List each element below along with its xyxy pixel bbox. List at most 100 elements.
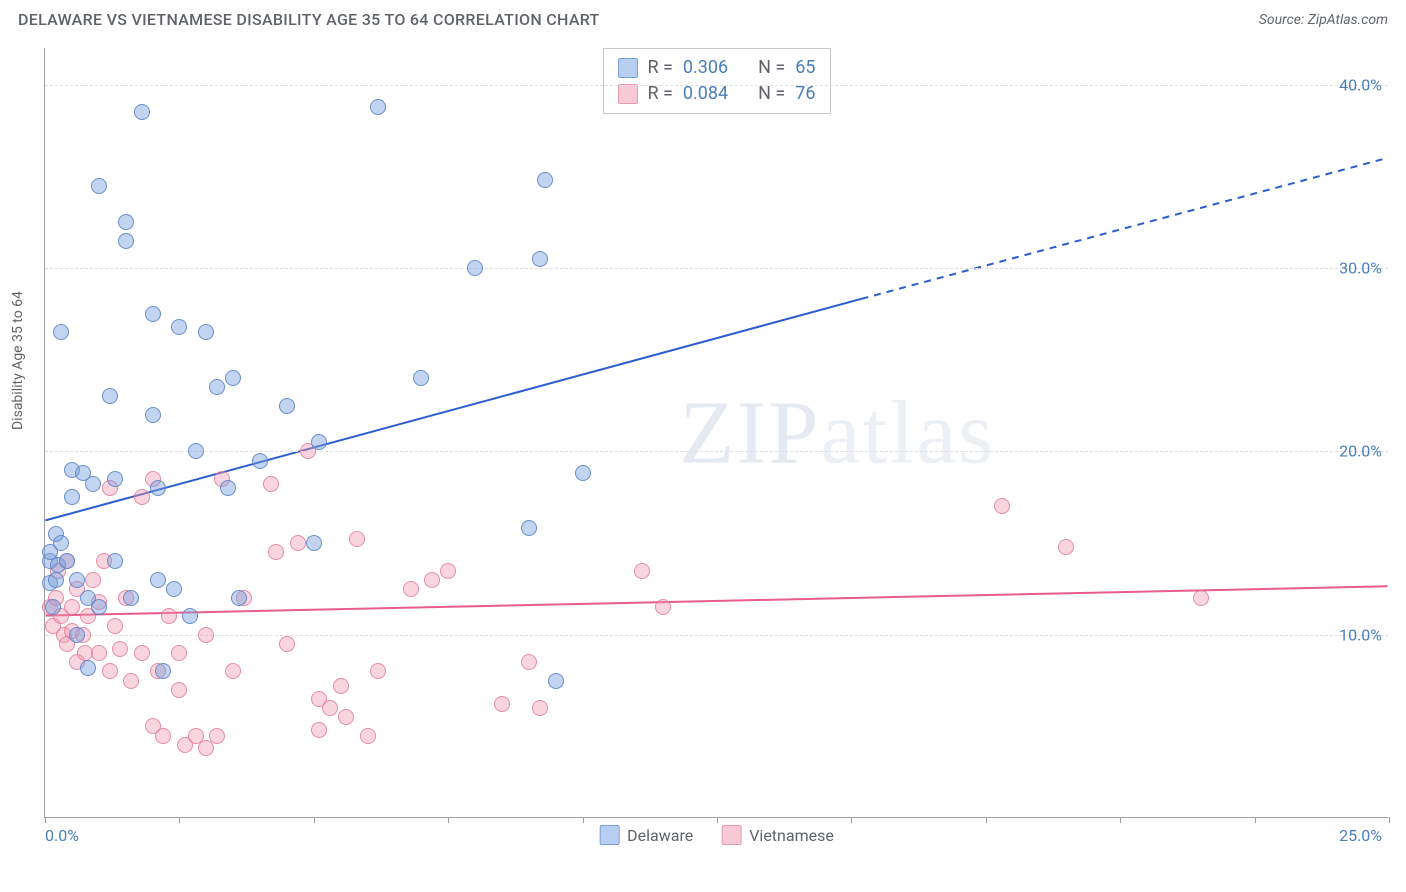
data-point	[537, 172, 553, 188]
x-tick	[1255, 817, 1256, 823]
y-tick-label: 20.0%	[1339, 442, 1382, 461]
data-point	[150, 480, 166, 496]
data-point	[532, 700, 548, 716]
data-point	[311, 722, 327, 738]
plot-area: ZIPatlas R =0.306 N =65 R =0.084 N =76 D…	[44, 48, 1388, 818]
x-tick	[179, 817, 180, 823]
x-tick	[986, 817, 987, 823]
data-point	[467, 260, 483, 276]
x-tick-label-min: 0.0%	[45, 826, 79, 845]
data-point	[123, 590, 139, 606]
data-point	[171, 682, 187, 698]
data-point	[85, 572, 101, 588]
data-point	[252, 453, 268, 469]
data-point	[209, 379, 225, 395]
data-point	[45, 599, 61, 615]
data-point	[64, 489, 80, 505]
data-point	[198, 740, 214, 756]
data-point	[118, 233, 134, 249]
data-point	[279, 636, 295, 652]
data-point	[424, 572, 440, 588]
data-point	[494, 696, 510, 712]
x-tick	[448, 817, 449, 823]
data-point	[1193, 590, 1209, 606]
data-point	[59, 553, 75, 569]
y-tick-label: 30.0%	[1339, 259, 1382, 278]
x-tick	[314, 817, 315, 823]
data-point	[225, 370, 241, 386]
data-point	[311, 434, 327, 450]
data-point	[171, 645, 187, 661]
data-point	[198, 324, 214, 340]
data-point	[403, 581, 419, 597]
trend-lines	[45, 48, 1388, 817]
y-tick-label: 10.0%	[1339, 625, 1382, 644]
x-tick	[1389, 817, 1390, 823]
data-point	[91, 178, 107, 194]
data-point	[220, 480, 236, 496]
y-tick-label: 40.0%	[1339, 75, 1382, 94]
gridline	[45, 85, 1388, 86]
data-point	[994, 498, 1010, 514]
data-point	[268, 544, 284, 560]
data-point	[107, 618, 123, 634]
data-point	[360, 728, 376, 744]
data-point	[161, 608, 177, 624]
data-point	[440, 563, 456, 579]
data-point	[145, 306, 161, 322]
data-point	[64, 599, 80, 615]
data-point	[102, 388, 118, 404]
data-point	[575, 465, 591, 481]
x-tick	[583, 817, 584, 823]
x-tick	[1120, 817, 1121, 823]
legend-item-vietnamese: Vietnamese	[721, 825, 834, 845]
data-point	[80, 660, 96, 676]
data-point	[102, 663, 118, 679]
data-point	[182, 608, 198, 624]
data-point	[231, 590, 247, 606]
data-point	[279, 398, 295, 414]
swatch-vietnamese	[617, 84, 637, 104]
data-point	[53, 535, 69, 551]
data-point	[198, 627, 214, 643]
legend-item-delaware: Delaware	[599, 825, 693, 845]
data-point	[91, 645, 107, 661]
data-point	[134, 645, 150, 661]
data-point	[107, 553, 123, 569]
data-point	[413, 370, 429, 386]
data-point	[634, 563, 650, 579]
series-legend: Delaware Vietnamese	[599, 825, 834, 845]
data-point	[290, 535, 306, 551]
data-point	[225, 663, 241, 679]
data-point	[349, 531, 365, 547]
data-point	[209, 728, 225, 744]
data-point	[118, 214, 134, 230]
swatch-delaware	[617, 58, 637, 78]
data-point	[107, 471, 123, 487]
data-point	[333, 678, 349, 694]
data-point	[155, 663, 171, 679]
x-tick	[717, 817, 718, 823]
data-point	[91, 599, 107, 615]
y-axis-label: Disability Age 35 to 64	[10, 291, 26, 430]
data-point	[322, 700, 338, 716]
watermark: ZIPatlas	[679, 381, 995, 484]
data-point	[53, 324, 69, 340]
source-attribution: Source: ZipAtlas.com	[1259, 12, 1388, 28]
data-point	[145, 407, 161, 423]
data-point	[532, 251, 548, 267]
data-point	[370, 99, 386, 115]
data-point	[521, 654, 537, 670]
data-point	[370, 663, 386, 679]
data-point	[123, 673, 139, 689]
data-point	[521, 520, 537, 536]
data-point	[171, 319, 187, 335]
data-point	[338, 709, 354, 725]
data-point	[69, 627, 85, 643]
gridline	[45, 268, 1388, 269]
data-point	[155, 728, 171, 744]
gridline	[45, 635, 1388, 636]
data-point	[188, 443, 204, 459]
data-point	[150, 572, 166, 588]
data-point	[134, 104, 150, 120]
